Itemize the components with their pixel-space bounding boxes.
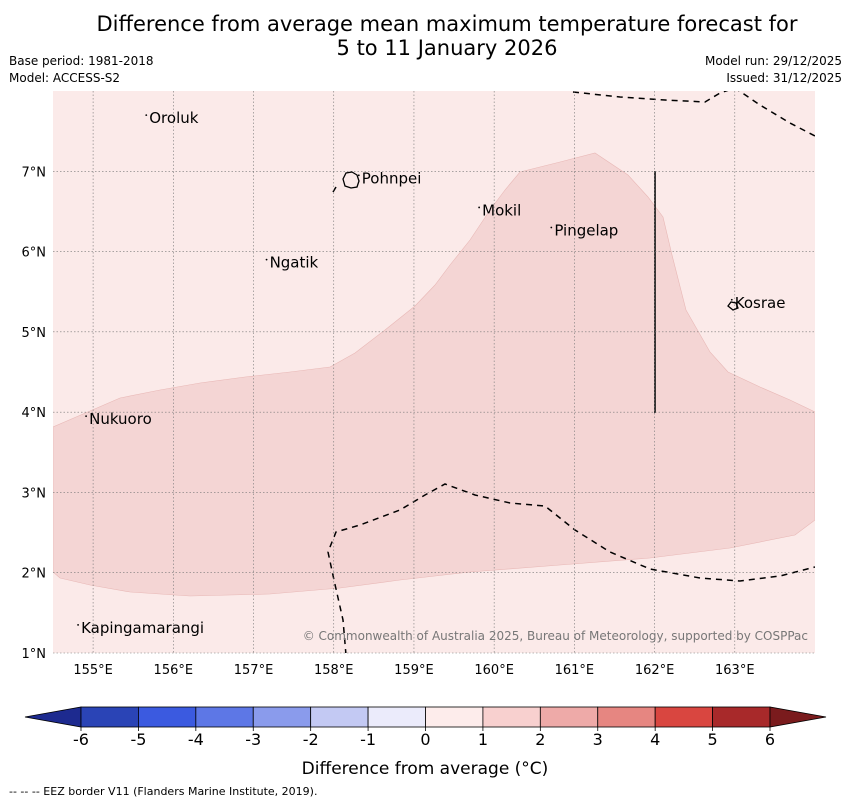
colorbar-tick-labels: -6 -5 -4 -3 -2 -1 0 1 2 3 4 5 6 [73, 727, 775, 749]
latitude-label: 5°N [22, 326, 47, 341]
colorbar-segment [425, 706, 484, 728]
meta-right: Model run: 29/12/2025 Issued: 31/12/2025 [705, 53, 842, 87]
colorbar-segment [539, 706, 599, 728]
colorbar-segment [195, 706, 254, 728]
latitude-label: 7°N [22, 165, 47, 180]
longitude-label: 157°E [234, 663, 274, 678]
colorbar-segment [138, 706, 197, 728]
place-label: Kapingamarangi [81, 619, 204, 637]
colorbar-low-extend [24, 706, 82, 728]
longitude-label: 160°E [474, 663, 514, 678]
eez-borders [327, 91, 815, 653]
colorbar-segment [654, 706, 713, 728]
latitude-label: 1°N [22, 647, 47, 662]
place-label: Kosrae [735, 294, 786, 312]
colorbar-tick-label: 2 [535, 730, 545, 749]
colorbar-segment [252, 706, 312, 728]
base-period: Base period: 1981-2018 [9, 54, 154, 68]
colorbar-segment [712, 706, 771, 728]
colorbar-tick-label: 4 [650, 730, 660, 749]
colorbar-segment [310, 706, 369, 728]
colorbar-tick-label: 5 [707, 730, 717, 749]
place-marker [265, 258, 268, 261]
meta-left: Base period: 1981-2018 Model: ACCESS-S2 [9, 53, 154, 87]
latitude-label: 6°N [22, 246, 47, 261]
eez-footnote: -- -- -- EEZ border V11 (Flanders Marine… [9, 785, 318, 798]
pohnpei-island [342, 171, 360, 189]
place-marker [730, 298, 733, 301]
islands [342, 171, 739, 311]
colorbar-tick-label: -5 [130, 730, 146, 749]
model-name: Model: ACCESS-S2 [9, 71, 121, 85]
map-title: Difference from average mean maximum tem… [0, 12, 850, 60]
issued-date: Issued: 31/12/2025 [726, 71, 842, 85]
place-marker [145, 114, 148, 117]
place-marker [357, 174, 360, 177]
anomaly-region-1-to-2 [53, 152, 815, 597]
colorbar-tick-label: 6 [765, 730, 775, 749]
colorbar-segment [482, 706, 541, 728]
colorbar-tick-label: -1 [360, 730, 376, 749]
colorbar-tick-label: -4 [188, 730, 204, 749]
colorbar-tick-label: -3 [245, 730, 261, 749]
title-line-1: Difference from average mean maximum tem… [96, 12, 798, 36]
colorbar-tick-label: -2 [303, 730, 319, 749]
title-line-2: 5 to 11 January 2026 [336, 36, 558, 60]
colorbar-high-extend [769, 706, 827, 728]
place-label: Ngatik [270, 254, 319, 272]
place-marker [77, 624, 79, 626]
colorbar-segment [80, 706, 139, 728]
place-label: Pohnpei [362, 169, 422, 187]
place-label: Mokil [482, 201, 521, 219]
eez-border-fragment [332, 186, 337, 193]
colorbar-tick-label: -6 [73, 730, 89, 749]
longitude-label: 159°E [394, 663, 434, 678]
place-marker [85, 415, 87, 418]
longitude-label: 163°E [715, 663, 755, 678]
longitude-label: 158°E [314, 663, 354, 678]
colorbar [24, 706, 827, 728]
place-marker [478, 206, 481, 209]
colorbar-title: Difference from average (°C) [302, 759, 549, 779]
graticule [53, 91, 815, 654]
colorbar-tick-label: 0 [420, 730, 430, 749]
colorbar-tick-label: 1 [478, 730, 488, 749]
latitude-labels: 1°N 2°N 3°N 4°N 5°N 6°N 7°N [22, 165, 47, 662]
model-run: Model run: 29/12/2025 [704, 54, 842, 68]
longitude-label: 156°E [154, 663, 194, 678]
colorbar-segment [597, 706, 656, 728]
place-label: Pingelap [554, 222, 618, 240]
kosrae-island [727, 301, 739, 311]
latitude-label: 2°N [22, 567, 47, 582]
place-labels: Oroluk Pohnpei Mokil Pingelap Ngatik Kosrae Nu… [77, 109, 785, 637]
longitude-label: 161°E [555, 663, 595, 678]
place-marker [550, 226, 553, 229]
colorbar-segment [367, 706, 426, 728]
colorbar-tick-label: 3 [593, 730, 603, 749]
place-label: Oroluk [149, 109, 198, 127]
longitude-labels: 155°E 156°E 157°E 158°E 159°E 160°E 161°E 162°E… [73, 663, 754, 678]
latitude-label: 4°N [22, 406, 47, 421]
place-label: Nukuoro [89, 410, 152, 428]
copyright-notice: © Commonwealth of Australia 2025, Bureau… [303, 629, 808, 643]
latitude-label: 3°N [22, 486, 47, 501]
longitude-label: 162°E [635, 663, 675, 678]
eez-border-south [327, 483, 815, 653]
longitude-label: 155°E [73, 663, 113, 678]
